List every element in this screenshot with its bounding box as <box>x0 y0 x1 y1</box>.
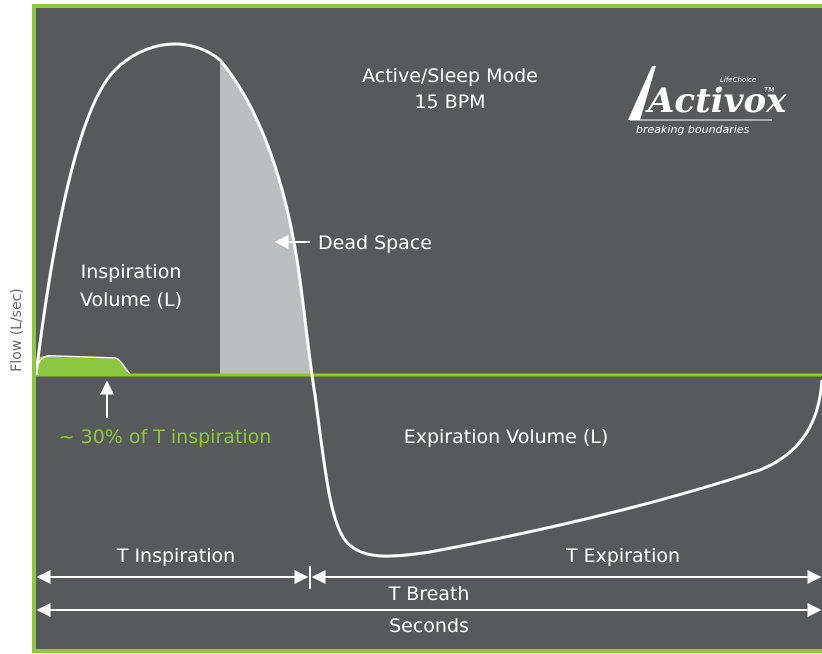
oxygen-pulse-region <box>36 356 128 375</box>
expiration-volume-label: Expiration Volume (L) <box>404 426 609 448</box>
inspiration-volume-label-line2: Volume (L) <box>80 289 182 311</box>
mode-title: Active/Sleep Mode <box>362 65 538 87</box>
logo-swoosh <box>628 66 656 120</box>
t-inspiration-label: T Inspiration <box>116 545 235 567</box>
flow-curve <box>36 42 822 558</box>
t-breath-label: T Breath <box>388 583 470 605</box>
t-expiration-label: T Expiration <box>565 545 680 567</box>
plot-background <box>32 4 822 653</box>
mode-rate: 15 BPM <box>414 91 485 113</box>
dead-space-region <box>220 60 312 375</box>
y-axis-label: Flow (L/sec) <box>9 288 25 371</box>
logo-brand: Activox <box>645 81 787 121</box>
inspiration-volume-label-line1: Inspiration <box>81 261 182 283</box>
dead-space-label: Dead Space <box>318 232 432 254</box>
logo-trademark: TM <box>764 86 774 94</box>
logo-tagline: breaking boundaries <box>636 123 750 136</box>
oxygen-pulse-outline <box>36 354 131 375</box>
pulse-note-label: ~ 30% of T inspiration <box>59 426 272 448</box>
logo-sub-brand: LifeChoice <box>720 76 756 84</box>
seconds-label: Seconds <box>389 615 469 637</box>
activox-logo: Activox LifeChoice TM breaking boundarie… <box>628 66 787 136</box>
